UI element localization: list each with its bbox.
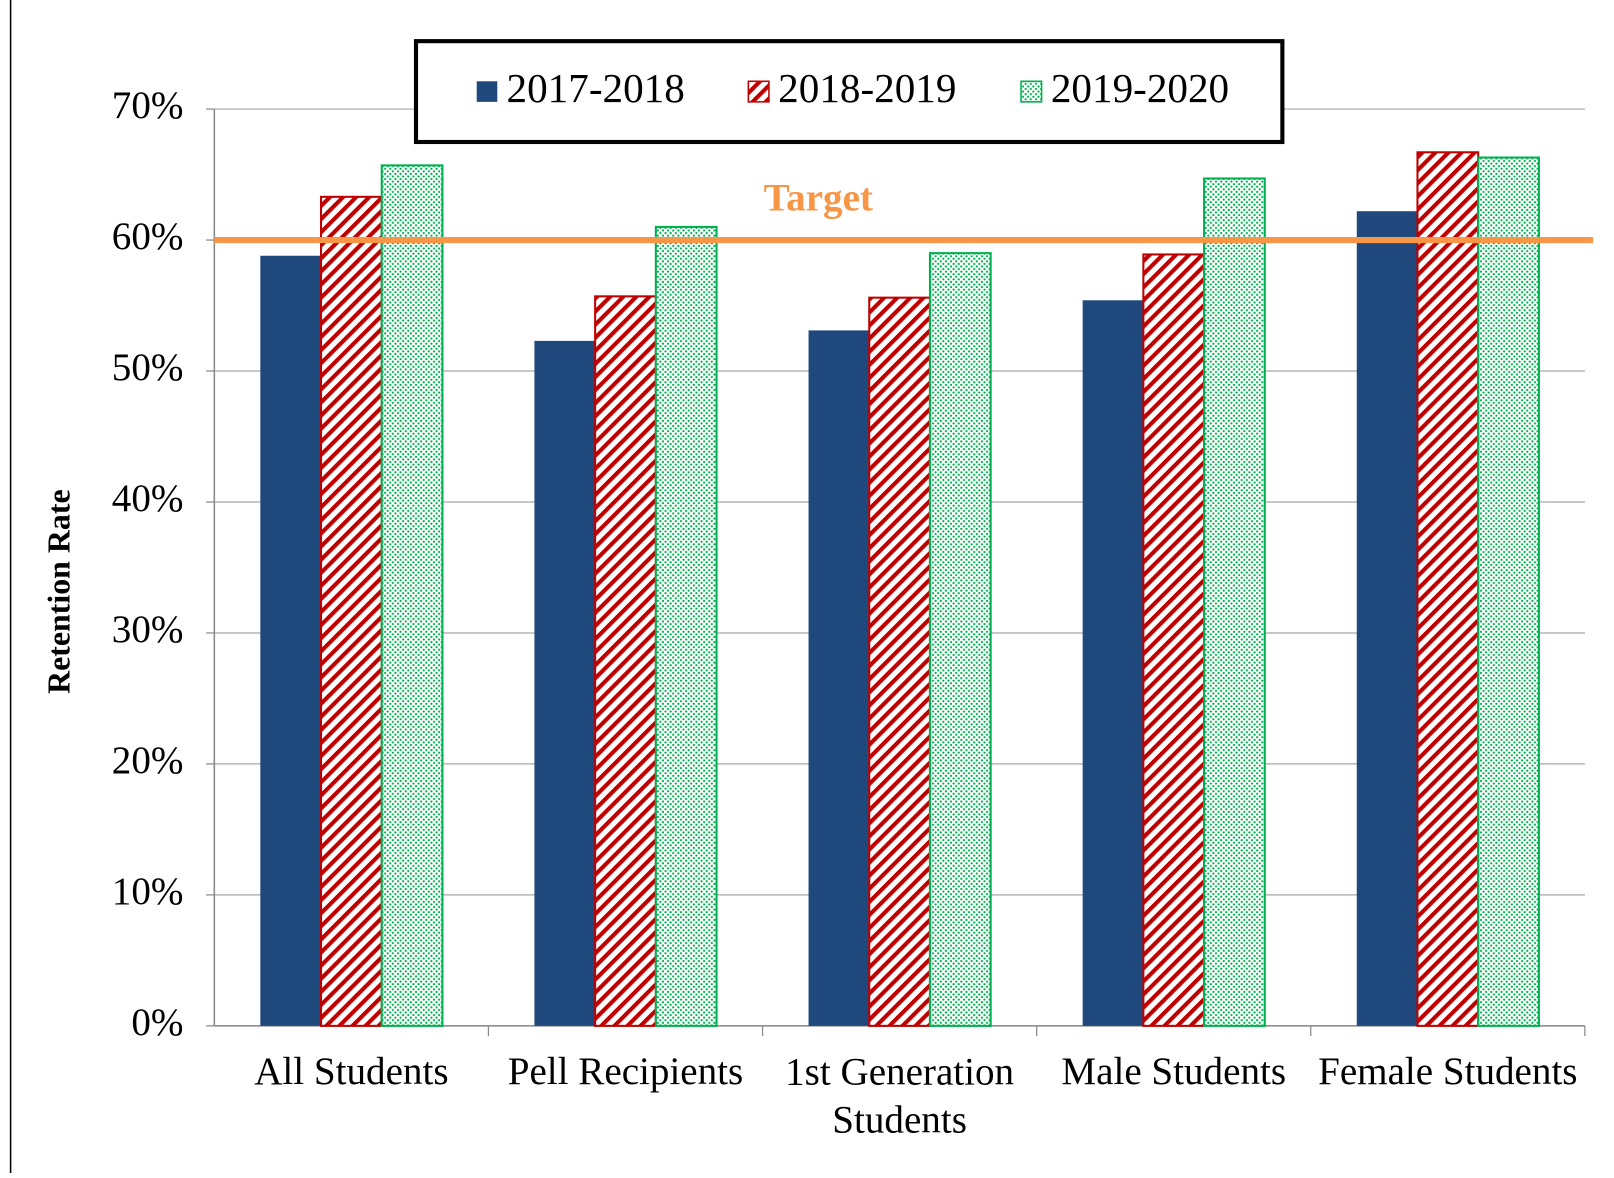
bar [1203,177,1266,1027]
legend-box [413,39,1285,145]
y-tick-label: 30% [112,608,184,651]
y-tick-label: 20% [112,739,184,782]
x-tick-label: All Students [254,1050,448,1093]
legend-swatch [476,81,498,102]
y-tick-label: 10% [112,870,184,913]
y-axis-title: Retention Rate [41,489,76,693]
y-tick-label: 0% [131,1001,183,1044]
legend-label: 2018-2019 [778,65,956,111]
x-tick-label: Female Students [1318,1050,1577,1093]
bar [319,195,383,1027]
y-tick-label: 70% [112,84,184,127]
bar [868,296,931,1027]
legend-label: 2019-2020 [1051,65,1229,111]
frame [9,0,12,1178]
y-tick-label: 40% [112,477,184,520]
target-label: Target [764,177,873,220]
bar [260,255,322,1026]
bar [1416,151,1480,1027]
bar [1082,300,1144,1026]
bar [380,164,444,1027]
bar [928,252,992,1027]
x-tick-label: Pell Recipients [508,1050,744,1093]
bar [594,295,657,1027]
y-tick-label: 60% [112,215,184,258]
legend-swatch [1020,80,1043,103]
bar [1356,211,1418,1026]
y-tick-label: 50% [112,346,184,389]
bar [1477,156,1540,1027]
bar [1142,253,1206,1027]
x-tick-label: 1st Generation Students [785,1050,1014,1141]
bar [808,330,870,1026]
bar [534,340,596,1026]
legend-label: 2017-2018 [507,65,685,111]
legend-swatch [747,80,770,103]
x-tick-label: Male Students [1061,1050,1286,1093]
bar [654,225,718,1027]
